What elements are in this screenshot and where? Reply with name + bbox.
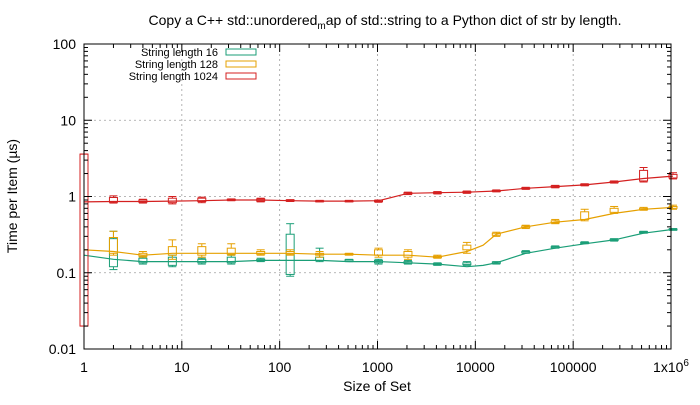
- legend-swatch: [225, 48, 257, 56]
- box-body: [374, 259, 384, 264]
- box-body: [226, 247, 236, 255]
- x-tick-label: 10000: [456, 359, 495, 375]
- box-body: [403, 261, 413, 264]
- series-line: [83, 206, 674, 258]
- box-body: [550, 220, 560, 224]
- box-body: [256, 250, 266, 255]
- box-body: [315, 252, 325, 256]
- legend-swatch: [225, 72, 257, 80]
- box-body: [285, 250, 295, 255]
- grid-layer: [84, 44, 671, 349]
- box-body: [403, 250, 413, 258]
- box-body: [462, 191, 472, 194]
- box-body: [639, 169, 649, 182]
- box-body: [108, 236, 118, 254]
- box-body: [226, 198, 236, 201]
- series-line: [83, 228, 674, 268]
- box-body: [108, 238, 118, 268]
- axis-ticks: 1 10 100 1000 10000 100000 1x106 0.01 0.1 1 10 100: [49, 36, 690, 375]
- x-tick-label: 1: [80, 359, 88, 375]
- x-axis-label: Size of Set: [343, 378, 411, 394]
- box-body: [197, 246, 207, 256]
- box-body: [432, 191, 442, 194]
- legend-label: String length 128: [135, 59, 218, 71]
- box-body: [580, 241, 590, 244]
- box-body: [580, 211, 590, 220]
- box-body: [226, 256, 236, 264]
- box-body: [344, 200, 354, 203]
- box-body: [639, 207, 649, 211]
- series-group: [83, 204, 678, 260]
- box-body: [668, 205, 678, 209]
- box-body: [138, 199, 148, 203]
- x-tick-label: 100000: [550, 359, 597, 375]
- box-body: [167, 246, 177, 256]
- box-body: [668, 228, 678, 231]
- box-body: [315, 200, 325, 203]
- box-body: [609, 238, 619, 241]
- y-tick-label: 0.01: [49, 341, 76, 357]
- box-body: [521, 250, 531, 254]
- box-body: [491, 189, 501, 192]
- box-body: [491, 261, 501, 264]
- box-body: [432, 255, 442, 259]
- box-body: [403, 192, 413, 195]
- box-body: [521, 225, 531, 229]
- box-body: [639, 231, 649, 234]
- box-body: [462, 244, 472, 251]
- y-tick-label: 1: [68, 189, 76, 205]
- legend-swatch: [225, 60, 257, 68]
- box-body: [344, 253, 354, 256]
- box-body: [167, 197, 177, 204]
- box-body: [550, 185, 560, 188]
- x-tick-label: 1000: [362, 359, 393, 375]
- box-body: [374, 199, 384, 202]
- box-body: [609, 180, 619, 184]
- box-body: [374, 249, 384, 256]
- box-body: [197, 258, 207, 264]
- box-body: [138, 257, 148, 264]
- y-axis-label: Time per Item (µs): [4, 139, 20, 253]
- legend-label: String length 1024: [129, 71, 218, 83]
- box-body: [491, 232, 501, 236]
- box-body: [197, 197, 207, 202]
- box-body: [550, 246, 560, 249]
- y-tick-label: 0.1: [57, 265, 77, 281]
- box-body: [256, 198, 266, 202]
- box-body: [285, 199, 295, 202]
- x-tick-label: 100: [268, 359, 292, 375]
- box-body: [521, 187, 531, 190]
- y-tick-label: 10: [60, 112, 76, 128]
- box-body: [462, 262, 472, 266]
- box-body: [432, 263, 442, 266]
- chart-title: Copy a C++ std::unorderedmap of std::str…: [149, 12, 622, 32]
- box-body: [138, 252, 148, 257]
- box-body: [580, 183, 590, 186]
- y-tick-label: 100: [53, 36, 77, 52]
- x-tick-label: 10: [174, 359, 190, 375]
- box-body: [344, 259, 354, 262]
- series-layer: [79, 153, 678, 327]
- box-body: [108, 197, 118, 203]
- x-tick-label: 1x106: [653, 358, 689, 375]
- box-body: [609, 207, 619, 213]
- legend-label: String length 16: [141, 47, 218, 59]
- box-body: [668, 173, 678, 179]
- box-body: [256, 258, 266, 262]
